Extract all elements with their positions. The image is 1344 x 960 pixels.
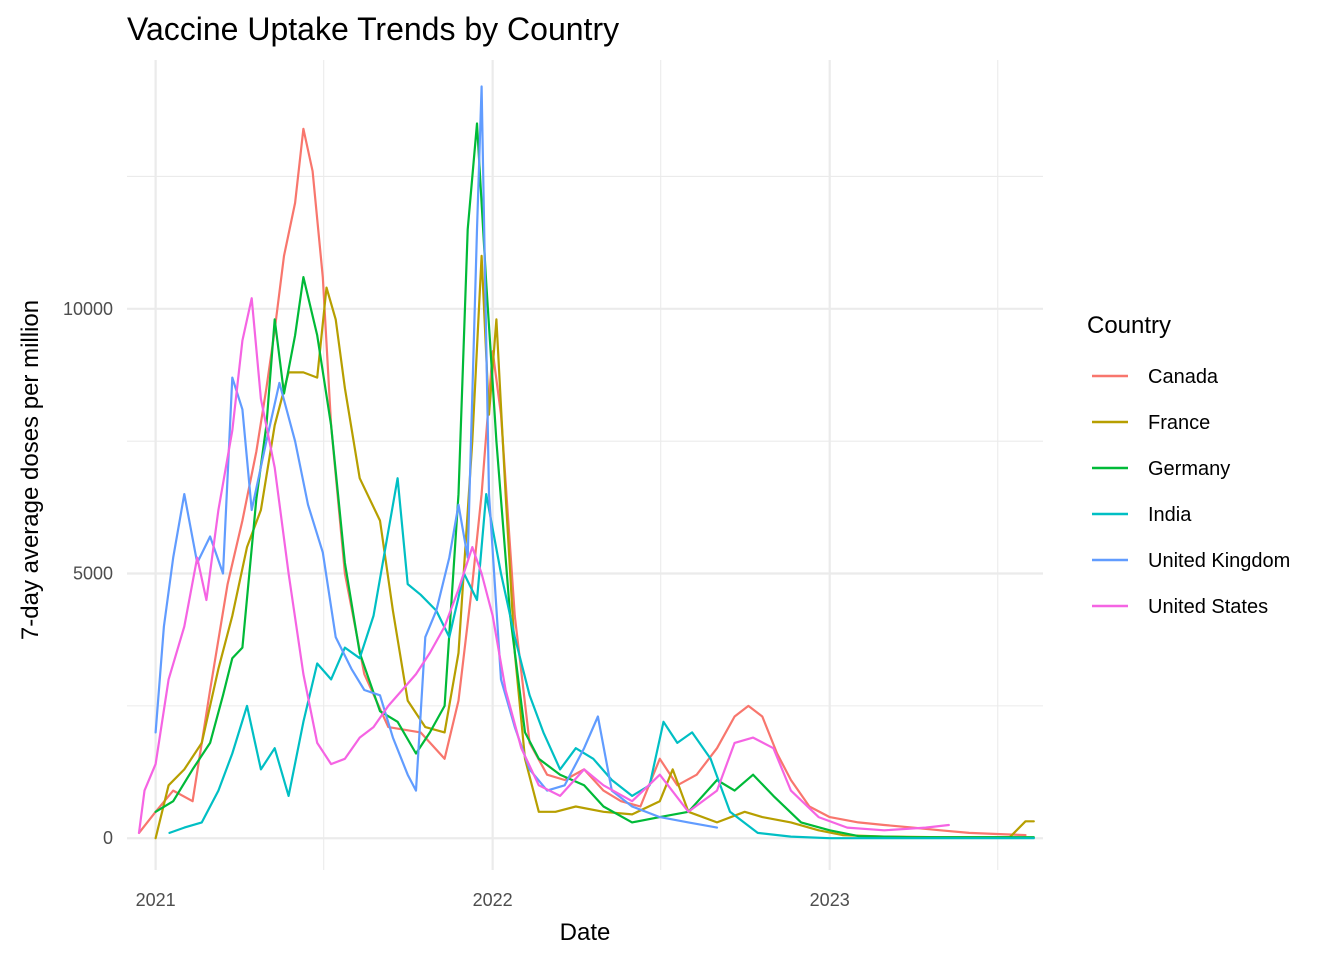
series-line-canada: [137, 127, 1027, 837]
y-tick-label: 0: [103, 828, 113, 848]
y-tick-label: 10000: [63, 299, 113, 319]
legend-item-united-kingdom: United Kingdom: [1092, 550, 1290, 572]
legend: Country Canada France Germany India United K…: [1087, 312, 1290, 618]
series-layer: [137, 85, 1035, 840]
x-axis-title: Date: [560, 919, 611, 946]
series-line-united-kingdom: [154, 85, 719, 829]
legend-label-canada: Canada: [1148, 366, 1219, 388]
legend-item-canada: Canada: [1092, 366, 1219, 388]
x-tick-label: 2023: [810, 890, 850, 910]
x-tick-label: 2021: [136, 890, 176, 910]
legend-label-india: India: [1148, 504, 1192, 526]
series-line-india: [168, 477, 1035, 840]
x-tick-label: 2022: [473, 890, 513, 910]
legend-title: Country: [1087, 312, 1171, 339]
legend-item-germany: Germany: [1092, 458, 1230, 480]
legend-label-germany: Germany: [1148, 458, 1230, 480]
legend-label-united-states: United States: [1148, 596, 1268, 618]
tick-layer: 2021 2022 2023 0 5000 10000: [63, 299, 850, 910]
grid-layer: [127, 60, 1043, 870]
y-axis-title: 7-day average doses per million: [17, 300, 44, 640]
legend-item-united-states: United States: [1092, 596, 1268, 618]
series-line-united-states: [137, 297, 950, 835]
chart-title: Vaccine Uptake Trends by Country: [127, 11, 619, 47]
legend-item-india: India: [1092, 504, 1192, 526]
series-line-france: [154, 254, 1035, 840]
y-tick-label: 5000: [73, 564, 113, 584]
series-line-germany: [154, 122, 1035, 839]
legend-label-united-kingdom: United Kingdom: [1148, 550, 1290, 572]
legend-label-france: France: [1148, 412, 1210, 434]
legend-item-france: France: [1092, 412, 1210, 434]
